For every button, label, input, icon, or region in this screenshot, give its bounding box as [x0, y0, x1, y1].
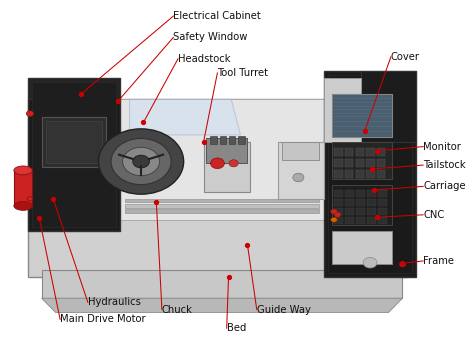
Polygon shape	[324, 71, 416, 277]
Circle shape	[399, 262, 406, 267]
Circle shape	[27, 111, 34, 116]
Bar	[238, 136, 245, 144]
Polygon shape	[28, 99, 407, 277]
Bar	[332, 185, 392, 225]
Bar	[334, 217, 343, 224]
Bar	[335, 148, 343, 156]
Circle shape	[335, 212, 341, 217]
Circle shape	[363, 257, 377, 268]
Polygon shape	[361, 71, 416, 142]
Bar	[125, 209, 319, 213]
Circle shape	[133, 155, 149, 168]
Bar	[378, 199, 387, 206]
Bar	[377, 170, 385, 178]
Bar	[377, 148, 385, 156]
Bar	[378, 190, 387, 197]
Bar	[42, 117, 106, 167]
Polygon shape	[282, 142, 319, 160]
Polygon shape	[203, 142, 250, 192]
Bar	[334, 199, 343, 206]
Polygon shape	[120, 99, 324, 220]
Circle shape	[331, 209, 337, 214]
Bar	[345, 159, 354, 167]
Text: Bed: Bed	[227, 323, 246, 333]
Bar	[378, 217, 387, 224]
Text: Cover: Cover	[391, 52, 420, 62]
Bar	[356, 159, 364, 167]
Bar	[367, 217, 376, 224]
Bar	[367, 208, 376, 215]
Circle shape	[99, 129, 183, 194]
Ellipse shape	[14, 202, 32, 210]
Bar	[356, 148, 364, 156]
Polygon shape	[120, 135, 148, 185]
Bar	[356, 199, 365, 206]
Bar	[366, 159, 375, 167]
Bar	[345, 170, 354, 178]
Bar	[345, 148, 354, 156]
Bar	[335, 159, 343, 167]
Bar	[210, 136, 217, 144]
Polygon shape	[14, 170, 32, 206]
Bar	[356, 217, 365, 224]
Bar	[367, 199, 376, 206]
Text: Safety Window: Safety Window	[173, 32, 248, 42]
Polygon shape	[324, 78, 361, 142]
Text: Frame: Frame	[423, 256, 454, 266]
Circle shape	[293, 173, 304, 182]
Text: Tailstock: Tailstock	[423, 160, 466, 170]
Text: Carriage: Carriage	[423, 181, 466, 191]
Circle shape	[123, 147, 160, 176]
Bar	[332, 94, 392, 137]
Bar	[332, 142, 392, 179]
Text: Headstock: Headstock	[178, 54, 230, 64]
Text: Electrical Cabinet: Electrical Cabinet	[173, 11, 261, 21]
Polygon shape	[42, 270, 402, 298]
Circle shape	[229, 160, 238, 167]
Polygon shape	[328, 75, 412, 273]
Text: Main Drive Motor: Main Drive Motor	[60, 315, 146, 324]
Text: CNC: CNC	[423, 210, 445, 220]
Text: Tool Turret: Tool Turret	[218, 68, 268, 78]
Bar	[378, 208, 387, 215]
Polygon shape	[278, 142, 324, 199]
Bar	[367, 190, 376, 197]
Circle shape	[27, 197, 33, 201]
Text: Guide Way: Guide Way	[257, 305, 310, 315]
Bar	[356, 190, 365, 197]
Bar	[332, 231, 392, 264]
Bar	[334, 208, 343, 215]
Bar	[46, 121, 102, 163]
Bar	[125, 199, 319, 202]
Bar	[345, 190, 354, 197]
Bar	[345, 208, 354, 215]
Bar	[377, 159, 385, 167]
Polygon shape	[28, 78, 120, 99]
Bar	[220, 136, 226, 144]
Bar	[356, 208, 365, 215]
Bar	[335, 170, 343, 178]
Ellipse shape	[14, 166, 32, 175]
Polygon shape	[42, 298, 402, 312]
Circle shape	[331, 217, 337, 222]
Bar	[356, 170, 364, 178]
Text: Hydraulics: Hydraulics	[88, 297, 141, 307]
Polygon shape	[28, 99, 407, 135]
Bar	[229, 136, 236, 144]
Polygon shape	[28, 78, 120, 231]
Bar	[334, 190, 343, 197]
Bar	[345, 199, 354, 206]
Polygon shape	[32, 82, 116, 227]
Polygon shape	[206, 138, 247, 163]
Circle shape	[210, 158, 224, 169]
Polygon shape	[129, 99, 240, 135]
Bar	[366, 148, 375, 156]
Bar	[366, 170, 375, 178]
Circle shape	[111, 138, 171, 185]
Bar	[345, 217, 354, 224]
Bar	[332, 94, 392, 137]
Text: Monitor: Monitor	[423, 142, 461, 152]
Text: Chuck: Chuck	[162, 305, 193, 315]
Bar	[125, 204, 319, 208]
